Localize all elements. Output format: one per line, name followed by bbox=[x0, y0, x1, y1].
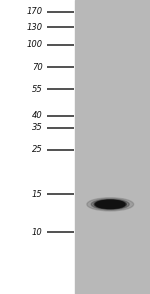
Bar bbox=[0, 0, 75, 294]
Text: 25: 25 bbox=[32, 146, 43, 154]
Text: 70: 70 bbox=[32, 63, 43, 71]
Ellipse shape bbox=[87, 198, 134, 211]
Ellipse shape bbox=[96, 200, 125, 208]
Text: 170: 170 bbox=[27, 7, 43, 16]
Text: 40: 40 bbox=[32, 111, 43, 120]
Ellipse shape bbox=[94, 200, 126, 209]
Text: 10: 10 bbox=[32, 228, 43, 237]
Ellipse shape bbox=[91, 199, 129, 210]
Text: 55: 55 bbox=[32, 85, 43, 93]
Text: 35: 35 bbox=[32, 123, 43, 132]
Bar bbox=[75, 0, 150, 294]
Text: 130: 130 bbox=[27, 23, 43, 32]
Text: 100: 100 bbox=[27, 40, 43, 49]
Text: 15: 15 bbox=[32, 190, 43, 198]
